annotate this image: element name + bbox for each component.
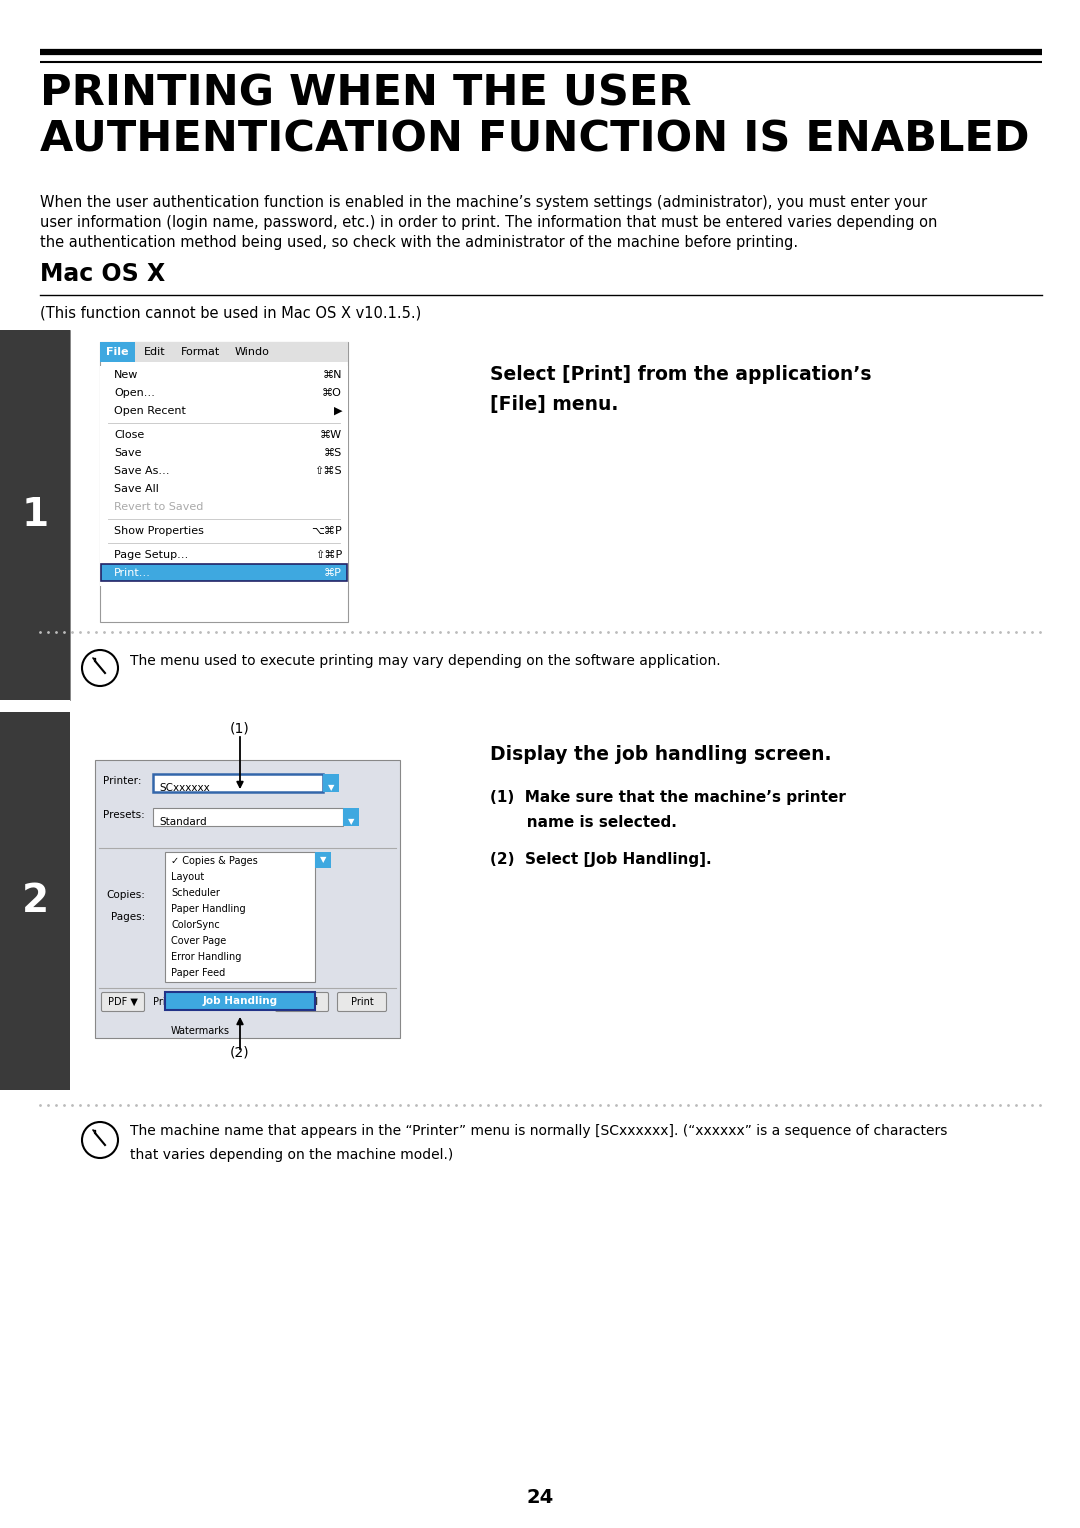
- Bar: [100, 342, 135, 362]
- Text: [File] menu.: [File] menu.: [490, 396, 619, 414]
- Bar: [100, 367, 348, 587]
- Text: Display the job handling screen.: Display the job handling screen.: [490, 746, 832, 764]
- Bar: [153, 808, 343, 827]
- Text: Revert to Saved: Revert to Saved: [114, 503, 203, 512]
- Text: (1)  Make sure that the machine’s printer: (1) Make sure that the machine’s printer: [490, 790, 846, 805]
- Bar: [153, 775, 323, 792]
- Text: New: New: [114, 370, 138, 380]
- Text: (2)  Select [Job Handling].: (2) Select [Job Handling].: [490, 853, 712, 866]
- Bar: [100, 342, 348, 622]
- Bar: [315, 853, 330, 868]
- Text: that varies depending on the machine model.): that varies depending on the machine mod…: [130, 1148, 454, 1161]
- Text: The machine name that appears in the “Printer” menu is normally [SCxxxxxx]. (“xx: The machine name that appears in the “Pr…: [130, 1125, 947, 1138]
- Circle shape: [82, 1122, 118, 1158]
- Text: ColorSync: ColorSync: [171, 920, 219, 931]
- Text: Job Handling: Job Handling: [202, 996, 278, 1005]
- Text: 1: 1: [22, 497, 49, 533]
- Text: ⌘W: ⌘W: [320, 429, 342, 440]
- Text: Print: Print: [351, 996, 374, 1007]
- Text: Presets:: Presets:: [103, 810, 145, 821]
- Text: (This function cannot be used in Mac OS X v10.1.5.): (This function cannot be used in Mac OS …: [40, 306, 421, 319]
- Text: Watermarks: Watermarks: [171, 1025, 230, 1036]
- Text: Scheduler: Scheduler: [171, 888, 220, 898]
- Text: PRINTING WHEN THE USER: PRINTING WHEN THE USER: [40, 72, 691, 115]
- Text: Copies:: Copies:: [106, 889, 145, 900]
- Text: Save As…: Save As…: [114, 466, 170, 477]
- Circle shape: [82, 649, 118, 686]
- Text: Layout: Layout: [171, 872, 204, 882]
- Text: user information (login name, password, etc.) in order to print. The information: user information (login name, password, …: [40, 215, 937, 231]
- Text: ▼: ▼: [348, 817, 354, 827]
- Text: The menu used to execute printing may vary depending on the software application: The menu used to execute printing may va…: [130, 654, 720, 668]
- Bar: [102, 564, 347, 581]
- Text: Mac OS X: Mac OS X: [40, 261, 165, 286]
- Text: 2: 2: [22, 882, 49, 920]
- Text: Open…: Open…: [114, 388, 154, 397]
- Text: Paper Handling: Paper Handling: [171, 905, 245, 914]
- Text: ▼: ▼: [327, 782, 334, 792]
- Text: Windo: Windo: [234, 347, 269, 358]
- FancyBboxPatch shape: [337, 993, 387, 1012]
- Text: Select [Print] from the application’s: Select [Print] from the application’s: [490, 365, 872, 384]
- Text: Cover Page: Cover Page: [171, 937, 226, 946]
- FancyBboxPatch shape: [275, 993, 328, 1012]
- Text: Standard: Standard: [159, 817, 206, 827]
- Text: Paper Feed: Paper Feed: [171, 969, 226, 978]
- Text: Close: Close: [114, 429, 145, 440]
- Text: ▼: ▼: [320, 856, 326, 865]
- Bar: [165, 853, 315, 983]
- Text: SCxxxxxx: SCxxxxxx: [159, 782, 210, 793]
- Text: Error Handling: Error Handling: [171, 952, 241, 963]
- Text: ⇧⌘P: ⇧⌘P: [314, 550, 342, 559]
- Text: PDF ▼: PDF ▼: [108, 996, 138, 1007]
- FancyBboxPatch shape: [102, 993, 145, 1012]
- Text: Printer:: Printer:: [103, 776, 141, 785]
- Bar: [165, 992, 315, 1010]
- Text: ⇧⌘S: ⇧⌘S: [314, 466, 342, 477]
- Text: ⌘S: ⌘S: [324, 448, 342, 458]
- Text: name is selected.: name is selected.: [490, 814, 677, 830]
- Text: Page Setup…: Page Setup…: [114, 550, 188, 559]
- Text: AUTHENTICATION FUNCTION IS ENABLED: AUTHENTICATION FUNCTION IS ENABLED: [40, 118, 1029, 160]
- Text: (2): (2): [230, 1047, 249, 1060]
- Text: File: File: [106, 347, 129, 358]
- Text: ▶: ▶: [334, 406, 342, 416]
- Text: Pri: Pri: [153, 996, 165, 1007]
- Bar: [0, 712, 70, 1089]
- Text: 24: 24: [526, 1488, 554, 1507]
- Text: Cancel: Cancel: [285, 996, 319, 1007]
- Text: Pages:: Pages:: [111, 912, 145, 921]
- Text: ⌥⌘P: ⌥⌘P: [311, 526, 342, 536]
- Text: ✓ Copies & Pages: ✓ Copies & Pages: [171, 856, 258, 866]
- Bar: [95, 759, 400, 1038]
- Text: Save All: Save All: [114, 484, 159, 494]
- Bar: [100, 342, 348, 362]
- Text: Save: Save: [114, 448, 141, 458]
- Bar: [0, 330, 70, 700]
- Text: ⌘P: ⌘P: [324, 568, 342, 578]
- Text: When the user authentication function is enabled in the machine’s system setting: When the user authentication function is…: [40, 196, 927, 209]
- Text: Show Properties: Show Properties: [114, 526, 204, 536]
- Text: Open Recent: Open Recent: [114, 406, 186, 416]
- Text: the authentication method being used, so check with the administrator of the mac: the authentication method being used, so…: [40, 235, 798, 251]
- Bar: [323, 775, 339, 792]
- Bar: [343, 808, 359, 827]
- Text: ⌘N: ⌘N: [323, 370, 342, 380]
- Text: (1): (1): [230, 723, 249, 736]
- Text: Print…: Print…: [114, 568, 151, 578]
- Text: Format: Format: [180, 347, 219, 358]
- Text: ⌘O: ⌘O: [322, 388, 342, 397]
- Text: Edit: Edit: [145, 347, 166, 358]
